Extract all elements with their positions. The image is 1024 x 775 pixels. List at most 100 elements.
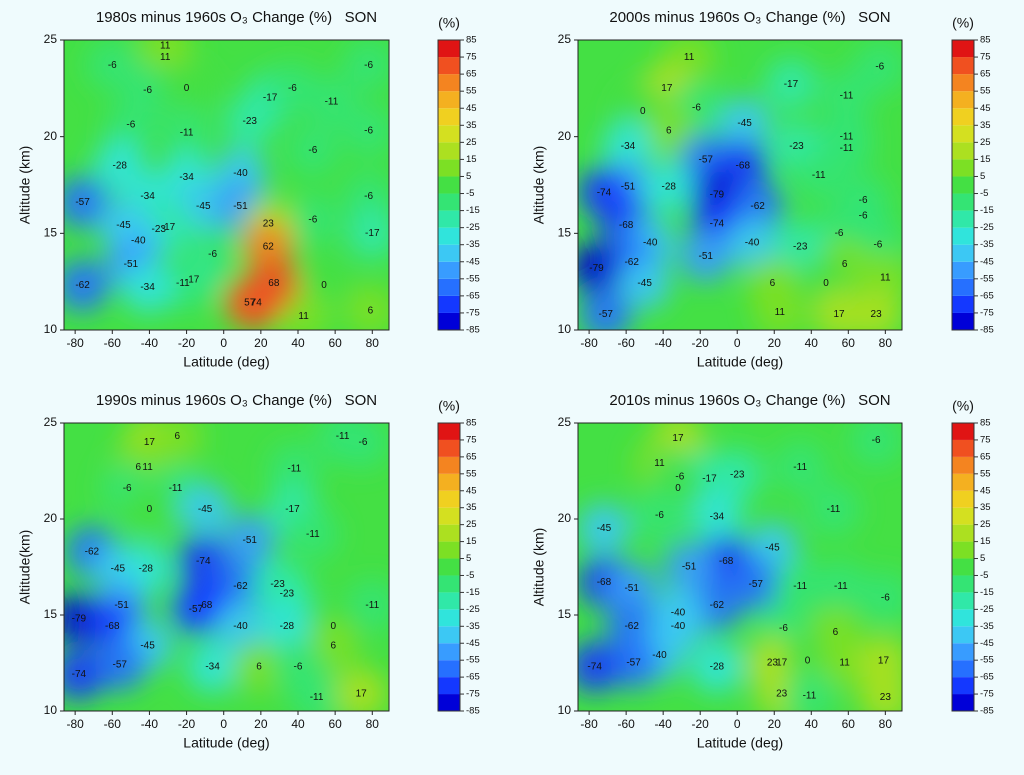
contour-label: -23 [793, 242, 808, 253]
colorbar-tick-label: 15 [466, 536, 477, 547]
field-blur [578, 423, 902, 711]
colorbar-tick-label: 65 [980, 69, 991, 80]
x-tick-label: 60 [328, 717, 342, 731]
field-blob [305, 75, 358, 128]
contour-label: -6 [873, 240, 882, 251]
contour-label: -62 [750, 201, 765, 212]
field-blob [121, 261, 174, 314]
x-tick-label: 0 [220, 336, 227, 350]
contour-label: 11 [142, 462, 153, 473]
colorbar-bin [438, 125, 460, 143]
colorbar-frame [951, 39, 975, 331]
colorbar-bin [438, 244, 460, 262]
contour-label: -6 [872, 435, 881, 446]
contour-label: -17 [784, 79, 799, 90]
colorbar-bin [438, 108, 460, 126]
colorbar-bin [438, 176, 460, 194]
colorbar-tick-label: -5 [466, 188, 474, 199]
contour-label: -40 [652, 650, 667, 661]
contour-label: 11 [160, 40, 171, 51]
contour-label: -11 [169, 483, 183, 494]
field-blob [179, 483, 232, 536]
colorbar-tick-label: 15 [980, 536, 991, 547]
contour-label: 6 [136, 462, 142, 473]
colorbar-bin [952, 74, 974, 92]
contour-label: -45 [597, 523, 612, 534]
colorbar-tick-label: -75 [980, 689, 994, 700]
colorbar-bin [952, 541, 974, 559]
colorbar-bin [952, 244, 974, 262]
colorbar-bin [952, 507, 974, 525]
field-blob [859, 671, 902, 711]
contour-label: -28 [112, 160, 127, 171]
field: 17 -6 11 -6 -17 -23 0 -11 -6 -34 -11 -45 -45 -68 -51 -6… [578, 423, 902, 711]
contour-label: -68 [736, 160, 751, 171]
contour-label: -57 [699, 155, 714, 166]
colorbar-tick-label: -65 [466, 290, 480, 301]
contour-label: 6 [842, 259, 848, 270]
colorbar-tick-label: -35 [466, 239, 480, 250]
contour-label: 6 [175, 431, 181, 442]
contour-label: -34 [621, 141, 636, 152]
contour-label: -28 [661, 182, 676, 193]
contour-label: 6 [666, 126, 672, 137]
field-blob [230, 276, 283, 329]
colorbar-bin [438, 227, 460, 245]
contour-label: 0 [675, 483, 681, 494]
contour-label: 0 [823, 278, 829, 289]
contour-label: 0 [640, 106, 646, 117]
colorbar-bin [952, 592, 974, 610]
contour-label: 0 [321, 280, 327, 291]
contour-label: 17 [833, 309, 845, 320]
contour-label: -62 [233, 581, 248, 592]
chart-title: 1990s minus 1960s O₃ Change (%) SON [96, 392, 377, 409]
colorbar-tick-label: 45 [466, 485, 477, 496]
contour-label: -6 [881, 592, 890, 603]
colorbar-bin [952, 677, 974, 695]
x-tick-label: 20 [254, 336, 268, 350]
x-tick-label: -60 [617, 336, 635, 350]
contour-label: -51 [124, 259, 139, 270]
contour-label: 6 [833, 627, 839, 638]
y-axis-label: Altitude (km) [531, 146, 547, 225]
colorbar-frame [437, 422, 461, 712]
colorbar-bin [952, 423, 974, 440]
field-blob [578, 502, 630, 555]
contour-label: -51 [242, 535, 257, 546]
contour-label: 11 [839, 658, 850, 669]
colorbar-bin [952, 142, 974, 160]
field-blob [807, 483, 860, 536]
contour-label: 0 [147, 504, 153, 515]
colorbar-tick-label: 45 [980, 103, 991, 114]
field-blob [690, 579, 743, 632]
field-blob [642, 160, 695, 213]
contour-label: -11 [793, 581, 807, 592]
colorbar-bin [438, 210, 460, 228]
contour-label: -57 [749, 579, 764, 590]
field-blob [64, 648, 105, 701]
contour-label: -6 [126, 120, 135, 131]
colorbar-tick-label: 75 [980, 434, 991, 445]
x-tick-label: -60 [104, 336, 122, 350]
y-tick-label: 25 [558, 32, 572, 46]
contour-label: -6 [859, 211, 868, 222]
colorbar-tick-label: 25 [466, 519, 477, 530]
contour-label: -74 [72, 669, 87, 680]
colorbar-tick-label: -35 [466, 621, 480, 632]
colorbar-tick-label: -45 [466, 638, 480, 649]
contour-label: -6 [359, 437, 368, 448]
colorbar-bin [952, 125, 974, 143]
x-tick-label: 0 [734, 336, 741, 350]
contour-label: 6 [331, 640, 337, 651]
colorbar-tick-label: 85 [980, 35, 991, 46]
x-tick-label: -40 [141, 336, 159, 350]
colorbar-bin [438, 423, 460, 440]
field-blob [177, 535, 230, 588]
contour-label: -68 [198, 600, 213, 611]
y-tick-label: 25 [558, 415, 572, 429]
contour-label: -51 [624, 583, 639, 594]
contour-label: -11 [840, 91, 854, 102]
colorbar-bin [438, 575, 460, 593]
colorbar-tick-label: -45 [980, 256, 994, 267]
contour-label: -28 [138, 564, 153, 575]
